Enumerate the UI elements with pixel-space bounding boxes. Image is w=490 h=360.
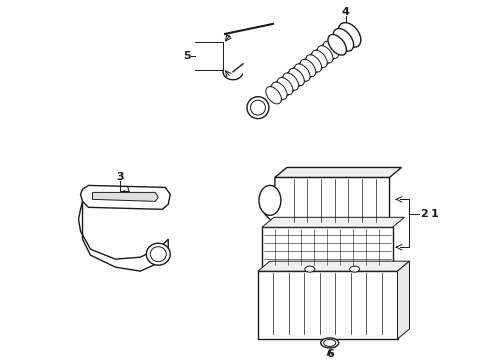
Ellipse shape (333, 28, 354, 51)
Text: 3: 3 (117, 172, 124, 183)
Ellipse shape (323, 41, 339, 58)
Ellipse shape (300, 59, 316, 77)
Ellipse shape (328, 35, 346, 55)
Ellipse shape (321, 338, 339, 348)
Polygon shape (275, 167, 401, 177)
Ellipse shape (294, 64, 310, 81)
Text: 5: 5 (183, 51, 191, 61)
Ellipse shape (312, 50, 327, 68)
Ellipse shape (318, 46, 333, 63)
Ellipse shape (306, 55, 321, 72)
Text: 2: 2 (420, 209, 428, 219)
Ellipse shape (259, 185, 281, 215)
Ellipse shape (247, 97, 269, 118)
Polygon shape (265, 177, 390, 224)
Ellipse shape (289, 68, 304, 86)
Ellipse shape (283, 73, 298, 90)
Polygon shape (258, 261, 410, 271)
Text: 1: 1 (431, 209, 438, 219)
Ellipse shape (150, 247, 166, 262)
Ellipse shape (266, 87, 281, 104)
Ellipse shape (305, 266, 315, 272)
Polygon shape (80, 185, 170, 209)
Text: 4: 4 (342, 7, 349, 17)
Text: 6: 6 (326, 349, 334, 359)
Bar (262, 227, 392, 267)
Polygon shape (78, 201, 168, 271)
Ellipse shape (350, 266, 360, 272)
Polygon shape (93, 192, 158, 201)
Polygon shape (397, 261, 410, 339)
Bar (258, 271, 397, 339)
Ellipse shape (147, 243, 170, 265)
Ellipse shape (324, 339, 336, 346)
Ellipse shape (271, 82, 287, 99)
Ellipse shape (277, 77, 293, 95)
Polygon shape (262, 217, 404, 227)
Ellipse shape (339, 23, 361, 47)
Ellipse shape (250, 100, 266, 115)
